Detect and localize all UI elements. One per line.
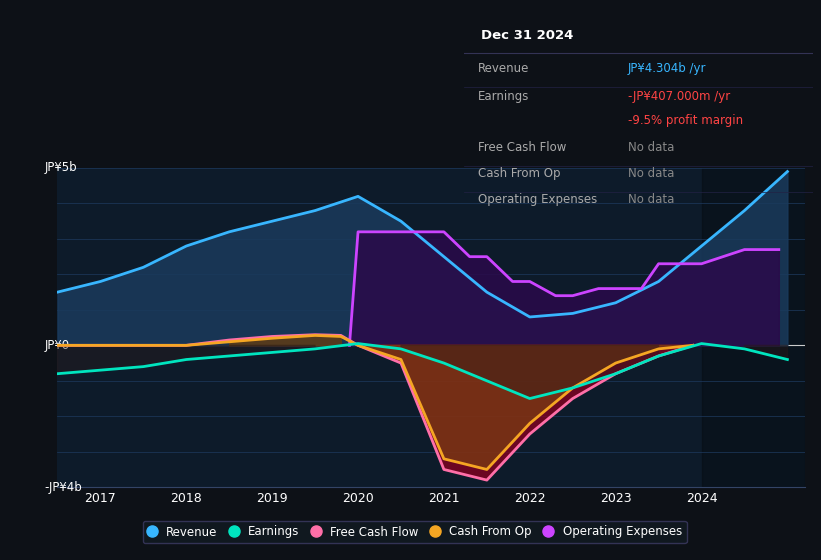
Text: No data: No data: [628, 141, 674, 153]
Text: JP¥0: JP¥0: [44, 339, 70, 352]
Legend: Revenue, Earnings, Free Cash Flow, Cash From Op, Operating Expenses: Revenue, Earnings, Free Cash Flow, Cash …: [143, 521, 686, 543]
Text: Dec 31 2024: Dec 31 2024: [481, 29, 574, 43]
Text: JP¥5b: JP¥5b: [44, 161, 77, 175]
Text: -9.5% profit margin: -9.5% profit margin: [628, 114, 743, 128]
Text: JP¥4.304b /yr: JP¥4.304b /yr: [628, 62, 706, 75]
Text: -JP¥407.000m /yr: -JP¥407.000m /yr: [628, 90, 730, 104]
Text: Cash From Op: Cash From Op: [478, 167, 560, 180]
Text: No data: No data: [628, 193, 674, 206]
Text: Earnings: Earnings: [478, 90, 530, 104]
Bar: [701, 168, 805, 487]
Text: -JP¥4b: -JP¥4b: [44, 480, 82, 494]
Text: Revenue: Revenue: [478, 62, 530, 75]
Text: Free Cash Flow: Free Cash Flow: [478, 141, 566, 153]
Text: No data: No data: [628, 167, 674, 180]
Text: Operating Expenses: Operating Expenses: [478, 193, 597, 206]
